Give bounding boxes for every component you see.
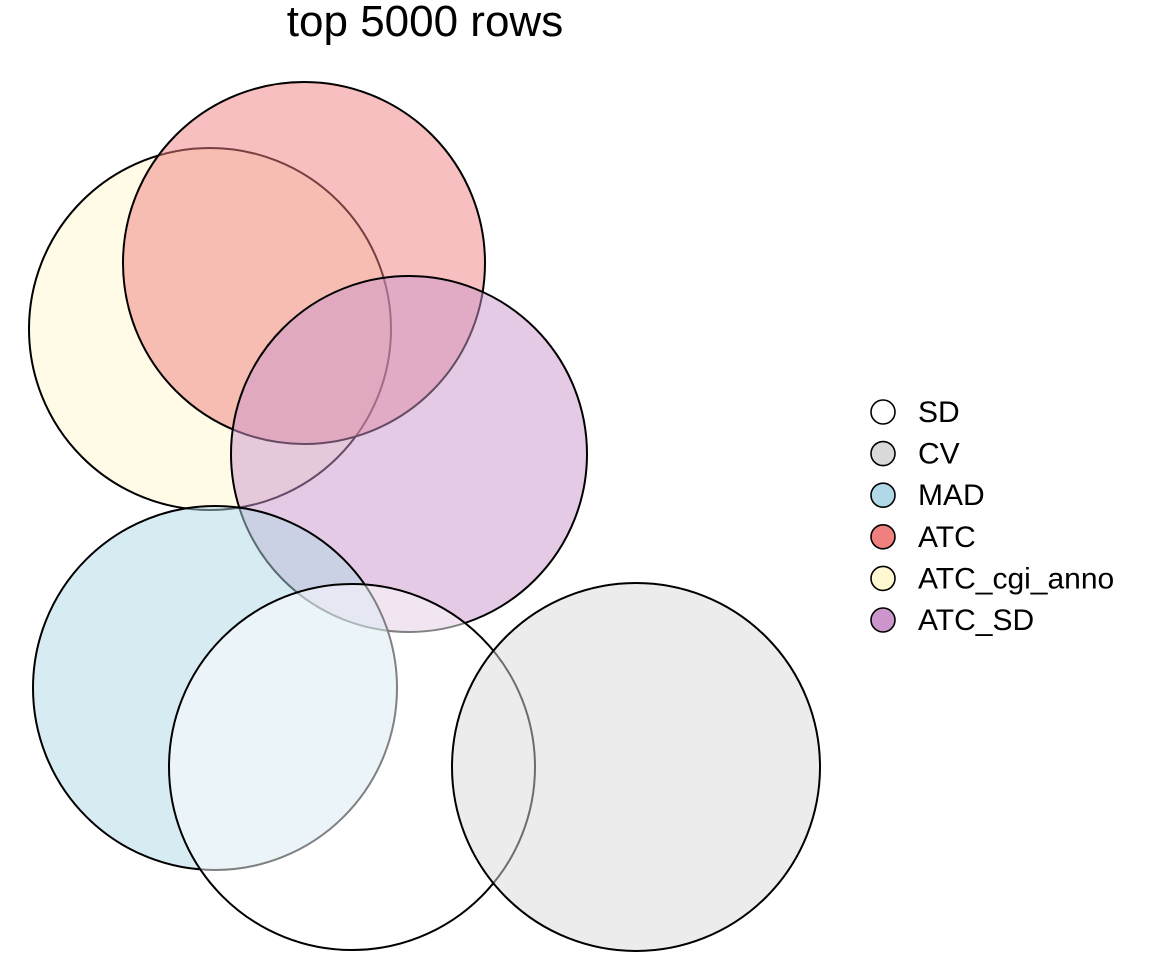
legend: SD CV MAD ATC ATC_cgi_anno ATC_SD xyxy=(870,396,1114,637)
legend-key-cv xyxy=(870,440,896,467)
legend-key-mad xyxy=(870,482,896,509)
legend-label-sd: SD xyxy=(918,396,960,429)
legend-label-cv: CV xyxy=(918,438,960,471)
figure-title: top 5000 rows xyxy=(287,0,563,46)
set-circle-cv xyxy=(451,582,821,952)
legend-label-atc-cgi-anno: ATC_cgi_anno xyxy=(918,562,1114,595)
legend-label-mad: MAD xyxy=(918,479,985,512)
venn-circles xyxy=(28,81,821,952)
legend-key-atc-cgi-anno xyxy=(870,565,896,592)
legend-key-atc-sd xyxy=(870,607,896,633)
legend-label-atc-sd: ATC_SD xyxy=(918,604,1034,637)
legend-label-atc: ATC xyxy=(918,521,976,554)
legend-key-atc xyxy=(870,523,896,550)
legend-key-sd xyxy=(870,399,896,425)
